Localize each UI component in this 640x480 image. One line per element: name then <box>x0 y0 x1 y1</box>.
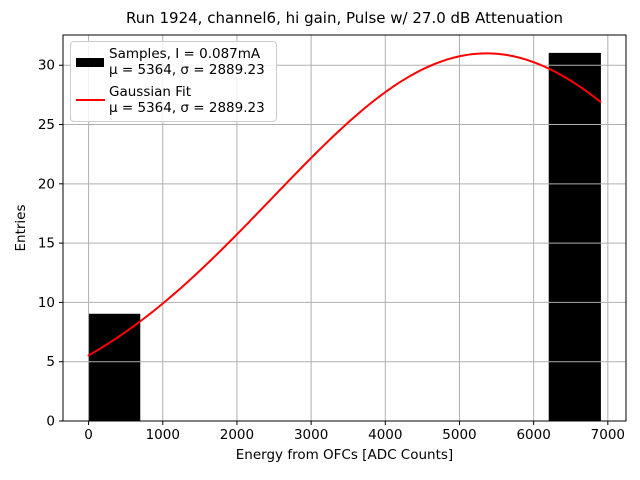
chart-title: Run 1924, channel6, hi gain, Pulse w/ 27… <box>125 9 564 27</box>
legend-entry-text: Samples, I = 0.087mA μ = 5364, σ = 2889.… <box>109 46 270 78</box>
legend-entry-text: Gaussian Fit μ = 5364, σ = 2889.23 <box>109 84 270 116</box>
y-tick-label: 25 <box>38 117 55 133</box>
histogram-bar <box>88 313 141 422</box>
x-tick-label: 4000 <box>368 427 402 443</box>
legend-fit-label: Gaussian Fit <box>109 84 192 100</box>
x-tick-label: 0 <box>84 427 93 443</box>
y-tick-label: 15 <box>38 236 55 252</box>
plot-border <box>62 34 627 422</box>
y-tick-label: 20 <box>38 176 55 192</box>
legend-samples-stats: μ = 5364, σ = 2889.23 <box>109 62 265 78</box>
legend-fit-stats: μ = 5364, σ = 2889.23 <box>109 100 265 116</box>
legend-samples-label: Samples, I = 0.087mA <box>109 46 261 62</box>
y-tick-label: 5 <box>46 354 55 370</box>
x-axis-label: Energy from OFCs [ADC Counts] <box>235 447 454 463</box>
histogram-bar <box>548 52 601 422</box>
x-tick-label: 5000 <box>442 427 476 443</box>
x-tick-label: 3000 <box>294 427 328 443</box>
gaussian-fit-swatch-icon <box>76 99 105 101</box>
legend-swatch-column <box>76 57 109 67</box>
x-tick-label: 1000 <box>146 427 180 443</box>
y-tick-label: 30 <box>38 58 55 74</box>
samples-swatch-icon <box>76 57 104 67</box>
x-tick-label: 2000 <box>220 427 254 443</box>
x-tick-label: 7000 <box>591 427 625 443</box>
y-tick-label: 0 <box>46 414 55 430</box>
legend-entry-gaussian-fit: Gaussian Fit μ = 5364, σ = 2889.23 <box>76 84 270 116</box>
y-axis-label: Entries <box>13 204 29 252</box>
y-tick-label: 10 <box>38 295 55 311</box>
gaussian-fit-curve <box>87 52 602 357</box>
x-tick-label: 6000 <box>516 427 550 443</box>
legend-swatch-column <box>76 99 109 101</box>
legend-entry-samples: Samples, I = 0.087mA μ = 5364, σ = 2889.… <box>76 46 270 78</box>
legend: Samples, I = 0.087mA μ = 5364, σ = 2889.… <box>70 41 277 122</box>
